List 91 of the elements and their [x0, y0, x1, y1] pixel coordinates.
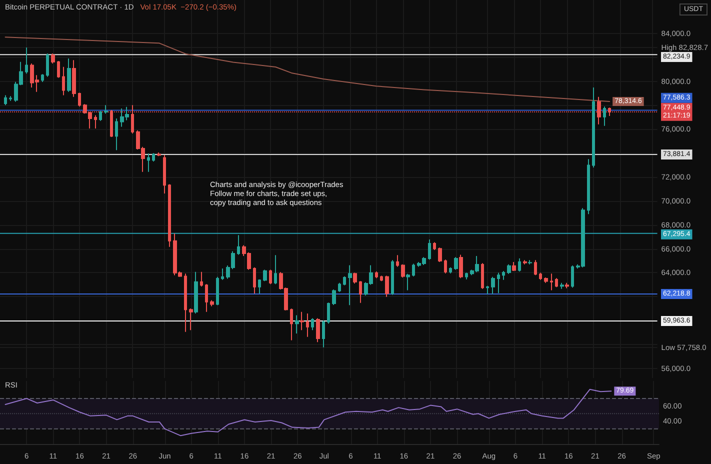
candlestick — [78, 92, 81, 107]
candlestick — [168, 184, 171, 248]
candlestick — [534, 260, 537, 276]
candlestick — [380, 275, 383, 282]
candlestick — [587, 158, 590, 215]
candlestick — [104, 104, 108, 114]
candlestick — [157, 152, 161, 157]
candlestick — [131, 104, 134, 134]
candlestick — [322, 320, 325, 348]
candlestick — [67, 58, 71, 92]
candlestick — [57, 60, 60, 78]
candlestick — [539, 272, 542, 280]
candlestick — [401, 264, 405, 278]
candlestick — [110, 110, 113, 138]
candlestick — [486, 285, 489, 295]
candlestick — [348, 264, 352, 306]
candlestick — [528, 260, 532, 265]
candlestick — [592, 86, 595, 168]
candlestick — [194, 271, 198, 314]
candlestick — [205, 284, 208, 312]
candlestick — [258, 278, 261, 294]
candlestick — [454, 256, 458, 270]
candlestick — [253, 266, 256, 294]
candlestick — [163, 154, 166, 194]
candlestick — [147, 152, 150, 172]
candlestick — [72, 60, 76, 98]
candlestick — [544, 277, 548, 284]
candlestick — [507, 264, 511, 274]
candlestick — [311, 318, 314, 331]
candlestick — [115, 118, 118, 151]
candlestick — [438, 247, 442, 262]
candlestick — [396, 254, 399, 268]
candlestick — [375, 271, 378, 279]
candlestick — [9, 96, 12, 102]
candlestick — [406, 273, 410, 291]
candlestick — [550, 273, 553, 291]
candlestick — [306, 313, 309, 338]
candlestick — [385, 275, 389, 298]
candlestick — [327, 302, 330, 324]
candlestick — [221, 268, 224, 280]
candlestick — [263, 269, 267, 282]
candlestick — [412, 263, 415, 277]
candlestick — [4, 94, 7, 106]
candlestick — [603, 106, 606, 126]
candlestick — [444, 259, 447, 274]
candlestick — [295, 314, 299, 334]
candlestick — [46, 52, 49, 78]
candlestick — [41, 74, 44, 82]
candlestick — [338, 282, 341, 292]
candlestick — [300, 311, 304, 331]
candlestick — [152, 152, 155, 162]
candlestick — [200, 271, 203, 287]
candlestick — [274, 254, 277, 285]
candlestick — [316, 318, 320, 343]
candlestick — [237, 234, 240, 256]
candlestick — [571, 265, 574, 288]
candlestick — [428, 238, 431, 260]
candlestick — [391, 260, 394, 296]
candlestick — [512, 261, 516, 272]
candlestick — [290, 308, 293, 341]
candlestick — [518, 258, 521, 272]
candlestick — [62, 66, 65, 96]
candlestick — [94, 114, 97, 129]
candlestick — [481, 262, 484, 290]
candlestick — [189, 308, 193, 331]
candlestick — [210, 300, 214, 307]
candlestick — [449, 266, 452, 274]
candlestick — [465, 272, 468, 280]
candlestick — [184, 273, 187, 332]
candlestick — [523, 260, 527, 265]
candlestick — [502, 270, 505, 280]
candlestick — [343, 276, 346, 286]
candlestick — [433, 242, 436, 251]
candlestick — [51, 52, 55, 64]
candlestick — [565, 282, 569, 289]
candlestick — [497, 272, 500, 294]
candlestick — [332, 288, 336, 306]
candlestick — [25, 47, 28, 74]
candlestick — [216, 276, 219, 306]
candlestick — [560, 282, 564, 290]
candlestick — [491, 276, 495, 295]
candlestick — [359, 280, 362, 304]
candlestick — [459, 254, 463, 279]
candlestick — [555, 278, 558, 288]
candlestick — [608, 107, 611, 117]
candlestick — [269, 269, 272, 285]
candlestick — [597, 96, 601, 125]
candlestick — [99, 110, 102, 122]
line-series — [4, 36, 610, 102]
line-series — [4, 388, 612, 436]
candlestick — [353, 272, 357, 284]
